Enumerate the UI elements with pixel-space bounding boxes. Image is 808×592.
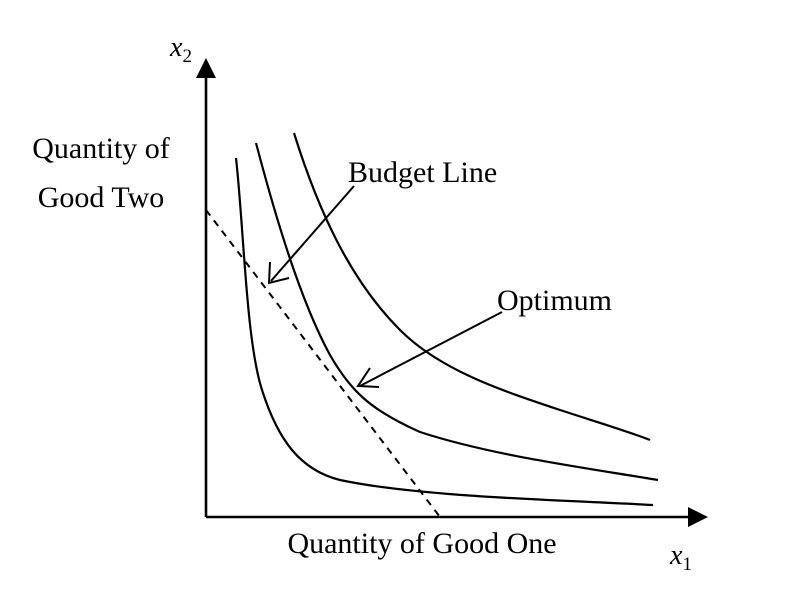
axes (196, 58, 708, 527)
y-axis-title-line2: Good Two (38, 181, 165, 214)
x-axis-variable: x1 (669, 540, 692, 575)
indifference-curve-high (292, 132, 651, 442)
y-axis-title-line1: Quantity of (32, 132, 169, 165)
y-axis-arrowhead (196, 58, 216, 78)
optimum-label: Optimum (497, 284, 612, 317)
indifference-curve-low (234, 157, 654, 507)
y-axis-variable: x2 (169, 32, 192, 67)
x-axis-title: Quantity of Good One (287, 527, 556, 560)
budget-line-label: Budget Line (348, 156, 497, 189)
optimum-pointer (356, 311, 503, 388)
x-axis-arrowhead (688, 507, 708, 527)
budget-line-pointer (267, 185, 355, 285)
indifference-curve-mid (254, 142, 659, 482)
